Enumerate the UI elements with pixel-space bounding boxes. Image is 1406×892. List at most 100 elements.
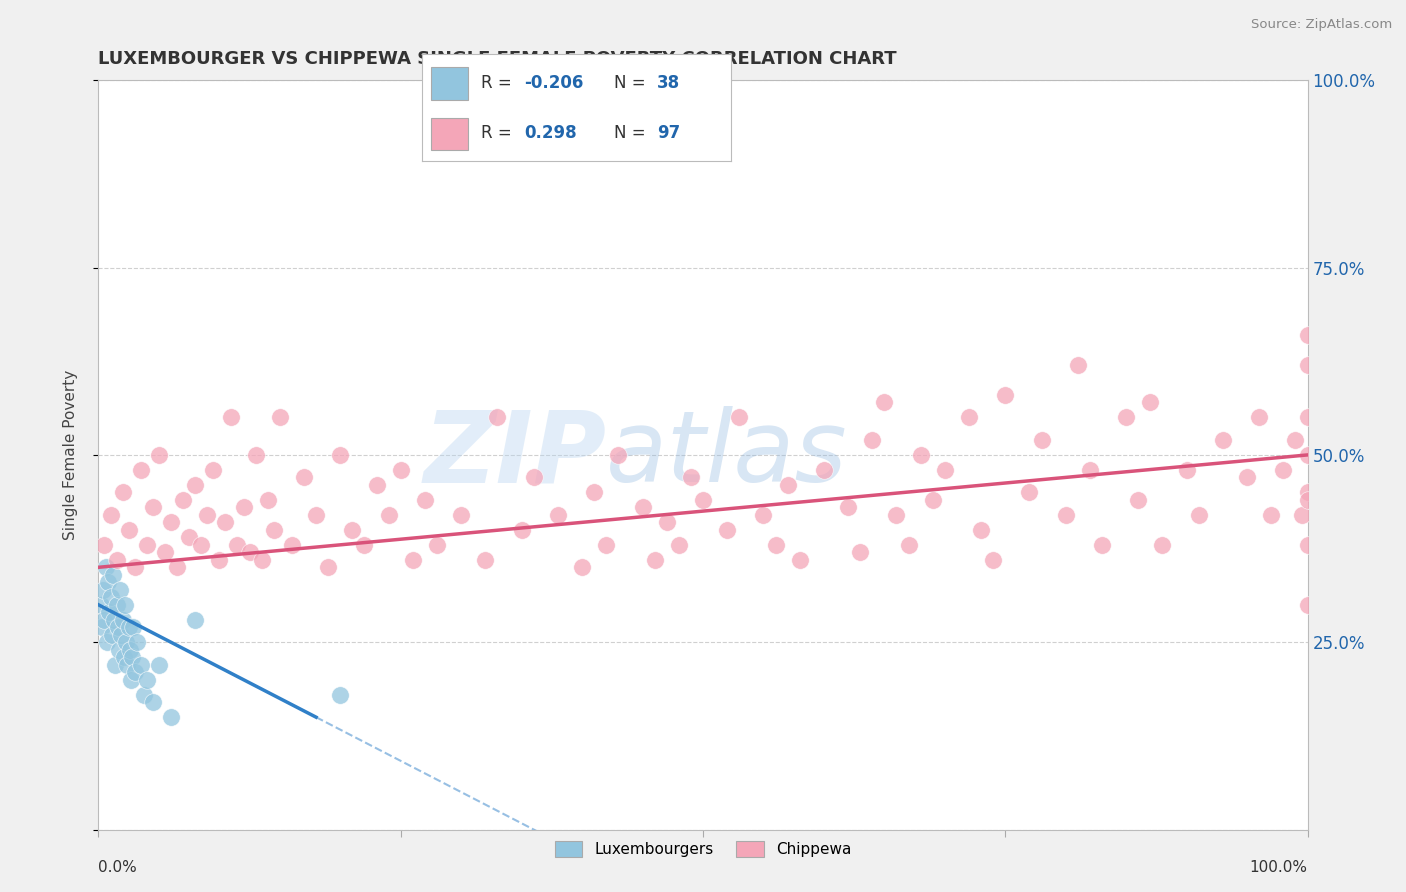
- Point: [256, 492, 278, 507]
- Point: [110, 628, 132, 642]
- Point: [98, 605, 121, 619]
- Point: [208, 553, 231, 567]
- Point: [269, 410, 291, 425]
- Point: [1175, 463, 1198, 477]
- Point: [190, 538, 212, 552]
- Point: [135, 538, 157, 552]
- Point: [250, 553, 273, 567]
- Point: [860, 433, 883, 447]
- Point: [728, 410, 751, 425]
- Point: [148, 657, 170, 672]
- Point: [172, 492, 194, 507]
- Point: [107, 620, 129, 634]
- Text: 0.298: 0.298: [524, 124, 576, 142]
- Point: [1115, 410, 1137, 425]
- Point: [631, 500, 654, 515]
- Point: [1296, 448, 1319, 462]
- Point: [91, 620, 114, 634]
- Point: [1128, 492, 1150, 507]
- Point: [100, 591, 122, 605]
- Point: [583, 485, 606, 500]
- Point: [93, 613, 115, 627]
- Point: [142, 500, 165, 515]
- Text: -0.206: -0.206: [524, 75, 583, 93]
- Point: [96, 635, 118, 649]
- FancyBboxPatch shape: [432, 118, 468, 150]
- Text: R =: R =: [481, 75, 516, 93]
- Point: [105, 553, 128, 567]
- Text: Source: ZipAtlas.com: Source: ZipAtlas.com: [1251, 18, 1392, 31]
- Text: LUXEMBOURGER VS CHIPPEWA SINGLE FEMALE POVERTY CORRELATION CHART: LUXEMBOURGER VS CHIPPEWA SINGLE FEMALE P…: [98, 50, 897, 68]
- Point: [1236, 470, 1258, 484]
- Point: [1284, 433, 1306, 447]
- Point: [377, 508, 399, 522]
- FancyBboxPatch shape: [432, 68, 468, 100]
- Point: [120, 673, 142, 687]
- Text: 100.0%: 100.0%: [1250, 860, 1308, 874]
- Point: [1152, 538, 1174, 552]
- Point: [921, 492, 943, 507]
- Point: [316, 560, 339, 574]
- Point: [122, 620, 145, 634]
- Point: [1249, 410, 1271, 425]
- Point: [1188, 508, 1211, 522]
- Point: [129, 463, 152, 477]
- Point: [934, 463, 956, 477]
- Point: [111, 485, 134, 500]
- Point: [1078, 463, 1101, 477]
- Point: [117, 657, 139, 672]
- Point: [91, 582, 114, 597]
- Point: [752, 508, 775, 522]
- Point: [112, 650, 135, 665]
- Point: [389, 463, 412, 477]
- Point: [873, 395, 896, 409]
- Point: [118, 523, 141, 537]
- Point: [607, 448, 630, 462]
- Point: [115, 635, 138, 649]
- Point: [1296, 328, 1319, 343]
- Point: [100, 628, 122, 642]
- Point: [1296, 358, 1319, 372]
- Point: [124, 665, 146, 680]
- Point: [226, 538, 249, 552]
- Point: [849, 545, 872, 559]
- Point: [105, 598, 128, 612]
- Text: ZIP: ZIP: [423, 407, 606, 503]
- Point: [97, 575, 120, 590]
- Point: [100, 508, 122, 522]
- Point: [232, 500, 254, 515]
- Point: [981, 553, 1004, 567]
- Point: [103, 613, 125, 627]
- Point: [239, 545, 262, 559]
- Point: [292, 470, 315, 484]
- Point: [160, 516, 183, 530]
- Point: [789, 553, 811, 567]
- Point: [765, 538, 787, 552]
- Point: [716, 523, 738, 537]
- Point: [329, 448, 352, 462]
- Point: [221, 410, 243, 425]
- Point: [692, 492, 714, 507]
- Y-axis label: Single Female Poverty: Single Female Poverty: [63, 370, 77, 540]
- Point: [837, 500, 859, 515]
- Point: [595, 538, 617, 552]
- Point: [1091, 538, 1114, 552]
- Text: 0.0%: 0.0%: [98, 860, 138, 874]
- Point: [776, 478, 799, 492]
- Point: [353, 538, 375, 552]
- Point: [571, 560, 593, 574]
- Point: [1018, 485, 1040, 500]
- Point: [486, 410, 509, 425]
- Point: [897, 538, 920, 552]
- Point: [118, 642, 141, 657]
- Point: [153, 545, 176, 559]
- Point: [134, 688, 156, 702]
- Point: [127, 635, 149, 649]
- Text: R =: R =: [481, 124, 516, 142]
- Point: [970, 523, 993, 537]
- Point: [342, 523, 364, 537]
- Point: [668, 538, 690, 552]
- Point: [1296, 492, 1319, 507]
- Point: [108, 642, 131, 657]
- Point: [108, 582, 131, 597]
